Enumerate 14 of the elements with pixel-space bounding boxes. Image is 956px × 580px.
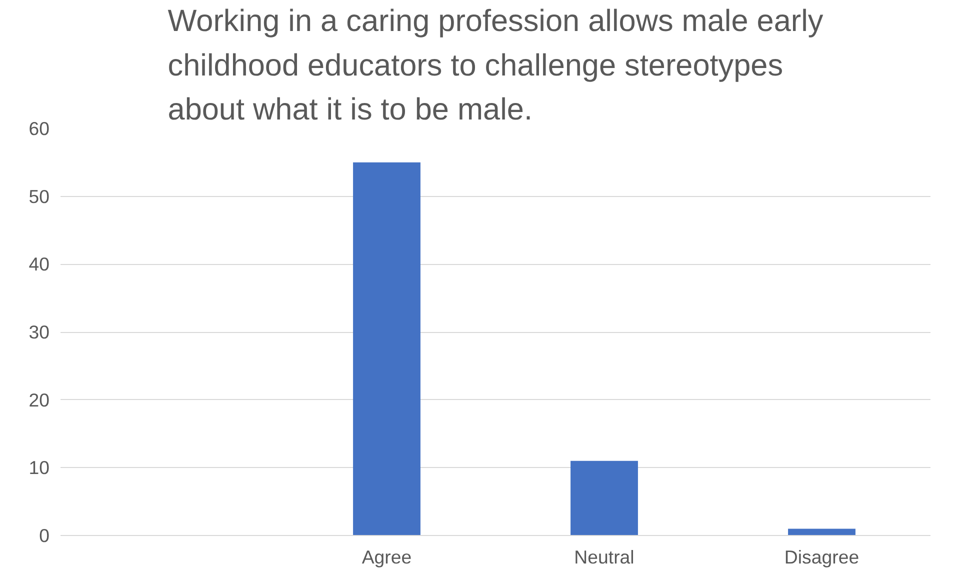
x-tick-label: Agree <box>362 546 412 568</box>
y-tick-label: 10 <box>28 457 50 478</box>
y-tick-label: 30 <box>28 322 50 342</box>
chart-title: Working in a caring profession allows male early childhood educators to challenge stereotypes about what it is to be male. <box>168 4 824 126</box>
y-tick-label: 50 <box>28 186 50 207</box>
x-tick-label: Neutral <box>574 546 634 568</box>
bar <box>570 460 638 536</box>
y-tick-label: 40 <box>28 254 50 275</box>
bar <box>353 162 420 536</box>
y-tick-label: 20 <box>28 389 50 410</box>
bar <box>788 528 856 536</box>
y-tick-label: 0 <box>39 525 50 546</box>
y-tick-label: 60 <box>28 118 50 139</box>
x-tick-label: Disagree <box>784 546 860 568</box>
